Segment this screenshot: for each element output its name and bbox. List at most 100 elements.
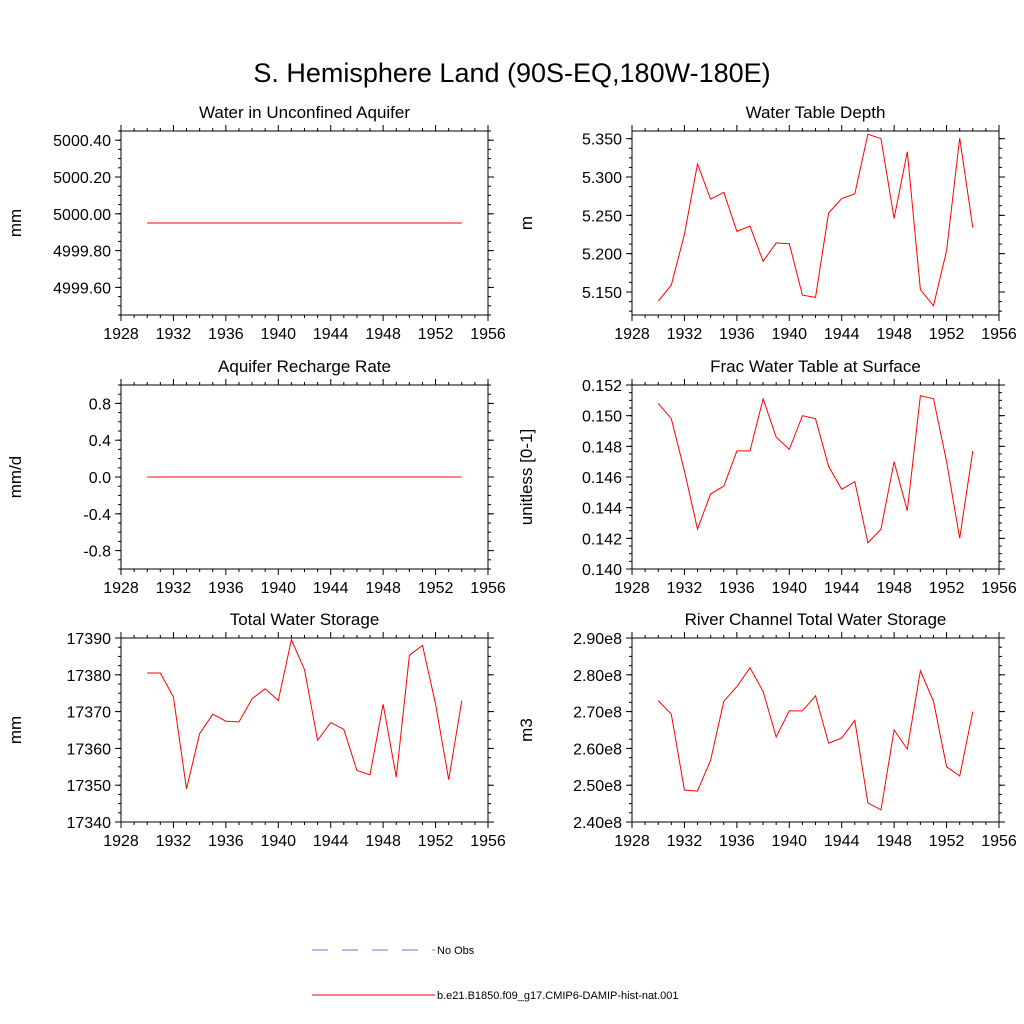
series-line (657, 666, 974, 811)
x-tick-label: 1948 (876, 326, 912, 343)
y-tick-label: 0.140 (582, 562, 622, 579)
y-tick-label: 5.200 (582, 247, 622, 264)
chart-panel-5: River Channel Total Water Storage m3 1928 1… (517, 610, 1017, 850)
y-tick-label: -0.8 (83, 544, 111, 561)
x-tick-label: 1936 (719, 833, 755, 850)
y-tick-label: 0.150 (582, 409, 622, 426)
x-tick-label: 1940 (260, 833, 296, 850)
y-tick-label: 5.350 (582, 132, 622, 149)
y-tick-label: 5.150 (582, 285, 622, 302)
y-tick-label: 17380 (67, 668, 112, 685)
x-tick-label: 1928 (103, 580, 139, 597)
y-axis-label: mm/d (6, 456, 25, 499)
y-tick-label: 0.0 (89, 470, 111, 487)
panel-title: Total Water Storage (230, 610, 380, 629)
y-tick-label: 4999.80 (53, 244, 111, 261)
y-tick-label: -0.4 (83, 507, 111, 524)
chart-panel-2: Aquifer Recharge Rate mm/d 1928 1932 1936 194… (6, 357, 506, 597)
y-tick-label: 5.300 (582, 170, 622, 187)
x-tick-label: 1932 (156, 580, 192, 597)
x-tick-label: 1956 (981, 580, 1017, 597)
x-tick-label: 1928 (103, 326, 139, 343)
x-tick-label: 1940 (260, 580, 296, 597)
y-axis-label: mm (6, 716, 25, 744)
x-tick-label: 1944 (824, 833, 860, 850)
figure-title: S. Hemisphere Land (90S-EQ,180W-180E) (253, 58, 770, 88)
y-axis-label: m3 (517, 718, 536, 742)
panel-title: River Channel Total Water Storage (685, 610, 947, 629)
x-tick-label: 1928 (614, 580, 650, 597)
panel-title: Water in Unconfined Aquifer (199, 103, 410, 122)
y-axis-label: unitless [0-1] (517, 429, 536, 525)
x-tick-label: 1932 (156, 833, 192, 850)
x-tick-label: 1952 (929, 326, 965, 343)
chart-panel-1: Water Table Depth m 1928 1932 1936 1940 1944 19… (517, 103, 1017, 343)
panel-title: Aquifer Recharge Rate (218, 357, 391, 376)
y-tick-label: 0.144 (582, 501, 622, 518)
x-tick-label: 1936 (719, 580, 755, 597)
x-tick-label: 1932 (156, 326, 192, 343)
x-tick-label: 1944 (824, 580, 860, 597)
panel-title: Water Table Depth (746, 103, 886, 122)
x-tick-label: 1936 (208, 326, 244, 343)
y-tick-label: 0.146 (582, 470, 622, 487)
x-tick-label: 1932 (667, 326, 703, 343)
y-tick-label: 17390 (67, 631, 112, 648)
x-tick-label: 1956 (981, 833, 1017, 850)
y-tick-label: 4999.60 (53, 280, 111, 297)
x-tick-label: 1928 (614, 326, 650, 343)
x-tick-label: 1936 (208, 833, 244, 850)
y-tick-label: 17360 (67, 741, 112, 758)
x-tick-label: 1940 (771, 580, 807, 597)
x-tick-label: 1936 (719, 326, 755, 343)
x-tick-label: 1948 (876, 833, 912, 850)
x-tick-label: 1944 (313, 580, 349, 597)
y-tick-label: 17340 (67, 815, 112, 832)
panel-title: Frac Water Table at Surface (710, 357, 921, 376)
x-tick-label: 1944 (824, 326, 860, 343)
y-tick-label: 0.148 (582, 439, 622, 456)
x-tick-label: 1928 (103, 833, 139, 850)
x-tick-label: 1944 (313, 326, 349, 343)
y-tick-label: 2.40e8 (573, 815, 622, 832)
legend-label-no-obs: No Obs (437, 945, 475, 957)
x-tick-label: 1948 (876, 580, 912, 597)
x-tick-label: 1956 (981, 326, 1017, 343)
y-tick-label: 17350 (67, 778, 112, 795)
chart-panel-0: Water in Unconfined Aquifer mm 1928 1932 193… (6, 103, 506, 343)
x-tick-label: 1956 (470, 833, 506, 850)
y-tick-label: 17370 (67, 705, 112, 722)
x-tick-label: 1940 (771, 326, 807, 343)
series-line (147, 638, 463, 790)
legend: No Obs b.e21.B1850.f09_g17.CMIP6-DAMIP-h… (312, 945, 679, 1002)
chart-panel-3: Frac Water Table at Surface unitless [0-1… (517, 357, 1017, 597)
y-tick-label: 0.142 (582, 531, 622, 548)
y-tick-label: 0.4 (89, 433, 111, 450)
x-tick-label: 1944 (313, 833, 349, 850)
x-tick-label: 1940 (260, 326, 296, 343)
x-tick-label: 1932 (667, 580, 703, 597)
y-tick-label: 0.152 (582, 378, 622, 395)
series-line (657, 395, 974, 544)
x-tick-label: 1952 (929, 833, 965, 850)
y-tick-label: 2.50e8 (573, 778, 622, 795)
y-axis-label: m (517, 216, 536, 230)
y-tick-label: 0.8 (89, 396, 111, 413)
y-tick-label: 2.70e8 (573, 705, 622, 722)
y-tick-label: 5000.40 (53, 133, 111, 150)
x-tick-label: 1952 (418, 833, 454, 850)
x-tick-label: 1952 (418, 326, 454, 343)
x-tick-label: 1936 (208, 580, 244, 597)
x-tick-label: 1952 (418, 580, 454, 597)
y-axis-label: mm (6, 209, 25, 237)
chart-panel-4: Total Water Storage mm 1928 1932 1936 1940 194… (6, 610, 506, 850)
series-line (657, 133, 974, 307)
legend-label-model: b.e21.B1850.f09_g17.CMIP6-DAMIP-hist-nat… (437, 990, 679, 1002)
x-tick-label: 1948 (365, 833, 401, 850)
x-tick-label: 1948 (365, 326, 401, 343)
x-tick-label: 1952 (929, 580, 965, 597)
y-tick-label: 5000.00 (53, 207, 111, 224)
y-tick-label: 2.90e8 (573, 631, 622, 648)
